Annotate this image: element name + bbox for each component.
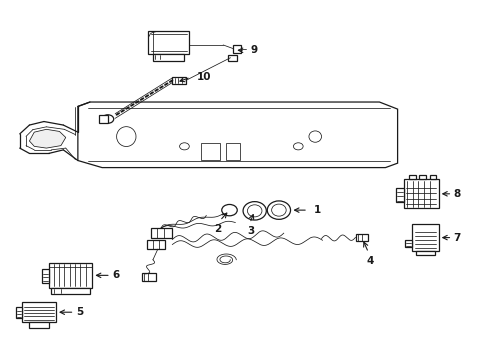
- Bar: [430, 175, 436, 179]
- Bar: [409, 175, 416, 179]
- Bar: [49, 262, 93, 288]
- Bar: [201, 143, 220, 160]
- Text: 4: 4: [367, 256, 374, 266]
- Ellipse shape: [180, 143, 189, 150]
- Ellipse shape: [309, 131, 321, 142]
- Bar: [147, 240, 165, 249]
- Bar: [416, 251, 435, 255]
- Text: 1: 1: [314, 205, 321, 215]
- Polygon shape: [29, 129, 66, 148]
- Bar: [51, 288, 90, 294]
- Text: 2: 2: [214, 224, 221, 234]
- Ellipse shape: [267, 201, 291, 219]
- Bar: [405, 240, 412, 247]
- Bar: [153, 54, 184, 60]
- Text: 3: 3: [247, 226, 254, 237]
- Text: 6: 6: [113, 270, 120, 280]
- Polygon shape: [78, 102, 397, 168]
- Bar: [412, 224, 439, 251]
- Bar: [419, 175, 426, 179]
- Bar: [142, 273, 156, 281]
- Ellipse shape: [222, 204, 237, 216]
- Bar: [42, 269, 49, 283]
- Bar: [172, 77, 186, 84]
- Bar: [148, 31, 189, 54]
- Text: 10: 10: [196, 72, 211, 82]
- Text: 5: 5: [76, 307, 84, 317]
- Bar: [16, 306, 22, 318]
- Ellipse shape: [117, 127, 136, 147]
- Bar: [99, 115, 108, 123]
- Bar: [228, 55, 237, 61]
- Bar: [225, 143, 240, 160]
- Bar: [356, 234, 368, 241]
- Bar: [233, 45, 241, 53]
- Text: 8: 8: [453, 189, 461, 199]
- Ellipse shape: [271, 204, 286, 216]
- Bar: [22, 302, 56, 323]
- Bar: [29, 323, 49, 328]
- Ellipse shape: [102, 115, 114, 123]
- Ellipse shape: [243, 202, 267, 220]
- Ellipse shape: [247, 205, 262, 217]
- Text: 7: 7: [453, 233, 461, 243]
- Bar: [396, 188, 404, 202]
- Bar: [150, 228, 172, 238]
- Text: 9: 9: [251, 45, 258, 55]
- Bar: [404, 179, 439, 208]
- Ellipse shape: [294, 143, 303, 150]
